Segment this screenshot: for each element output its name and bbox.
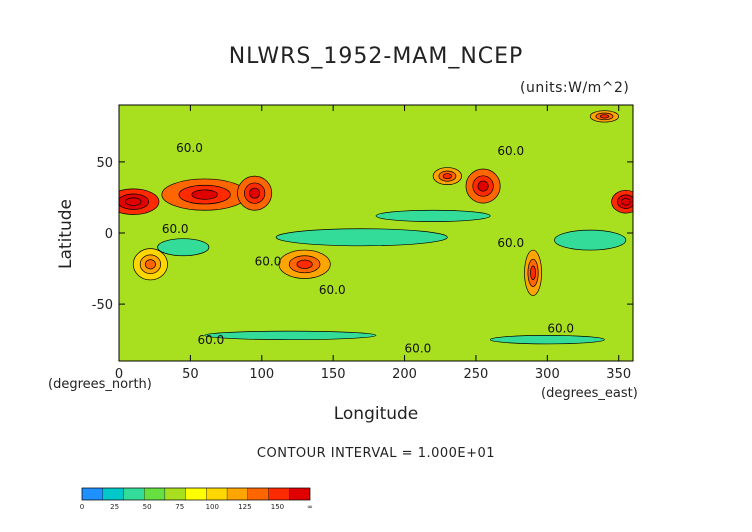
y-tick-label: 0 (105, 227, 113, 242)
contour-label: 60.0 (319, 283, 346, 297)
contour-label: 60.0 (497, 144, 524, 158)
x-tick-label: 50 (182, 367, 199, 382)
axes: 0 50 100 150 200 250 300 350 50 0 -50 (92, 105, 633, 382)
colorbar-tick-label: 75 (175, 503, 184, 511)
region-sahara-arabia-peak (249, 187, 261, 199)
chart-title: NLWRS_1952-MAM_NCEP (228, 44, 524, 69)
colorbar-tick-label: 25 (110, 503, 119, 511)
units-label: (units:W/m^2) (520, 80, 630, 96)
region-north-america-east-peak (599, 114, 610, 119)
contour-label: 60.0 (162, 222, 189, 236)
contour-label: 60.0 (198, 333, 225, 347)
colorbar-frame (81, 487, 311, 501)
colorbar-tick-label: 150 (271, 503, 284, 511)
colorbar-swatch (185, 487, 207, 501)
region-antarctic-coast (204, 330, 377, 341)
x-tick-label: 100 (249, 367, 274, 382)
contour-label: 60.0 (405, 341, 432, 355)
colorbar-swatch (164, 487, 186, 501)
colorbar-swatch (268, 487, 290, 501)
region-mexico-sw-us-peak (477, 180, 489, 192)
x-tick-label: 200 (392, 367, 417, 382)
colorbar-tick-label: 0 (80, 503, 84, 511)
x-axis-unit-left: (degrees_north) (48, 377, 152, 392)
colorbar: 0 25 50 75 100 125 150 ∞ (80, 487, 313, 511)
colorbar-swatch (81, 487, 103, 501)
y-tick-label: -50 (92, 298, 113, 313)
colorbar-swatch (123, 487, 145, 501)
region-tropical-band (375, 209, 491, 222)
colorbar-swatch (247, 487, 269, 501)
x-axis-unit-right: (degrees_east) (541, 386, 638, 401)
region-australia-peak (296, 259, 313, 269)
contour-label: 60.0 (497, 236, 524, 250)
colorbar-swatch (226, 487, 248, 501)
region-andes-peak (530, 265, 536, 280)
region-tropical-band (157, 238, 210, 257)
y-tick-label: 50 (96, 156, 113, 171)
colorbar-tick-label: 50 (143, 503, 152, 511)
region-antarctic-coast (489, 335, 605, 345)
x-tick-label: 250 (464, 367, 489, 382)
map-field: 60.0 60.0 60.0 60.0 60.0 60.0 60.0 60.0 60.0 (119, 105, 633, 361)
region-north-africa-west-peak (125, 197, 142, 206)
colorbar-tick-label: ∞ (307, 503, 313, 511)
colorbar-tick-label: 100 (206, 503, 219, 511)
colorbar-tick-label: 125 (238, 503, 251, 511)
contour-interval-note: CONTOUR INTERVAL = 1.000E+01 (256, 446, 496, 461)
x-axis-label: Longitude (333, 404, 419, 424)
contour-label: 60.0 (547, 322, 574, 336)
colorbar-swatch (206, 487, 228, 501)
contour-label: 60.0 (255, 255, 282, 269)
region-tropical-band (275, 228, 448, 247)
region-sahara-arabia-peak (191, 189, 218, 200)
x-tick-label: 300 (535, 367, 560, 382)
colorbar-swatch (289, 487, 311, 501)
x-tick-label: 0 (115, 367, 123, 382)
region-north-africa-west-peak (621, 197, 631, 206)
x-tick-label: 150 (321, 367, 346, 382)
colorbar-swatch (102, 487, 124, 501)
region-southern-africa-peak (144, 259, 156, 270)
contour-label: 60.0 (176, 141, 203, 155)
region-tropical-band (554, 229, 627, 251)
x-tick-label: 350 (606, 367, 631, 382)
region-north-america-east-peak (442, 173, 453, 180)
colorbar-swatch (144, 487, 166, 501)
